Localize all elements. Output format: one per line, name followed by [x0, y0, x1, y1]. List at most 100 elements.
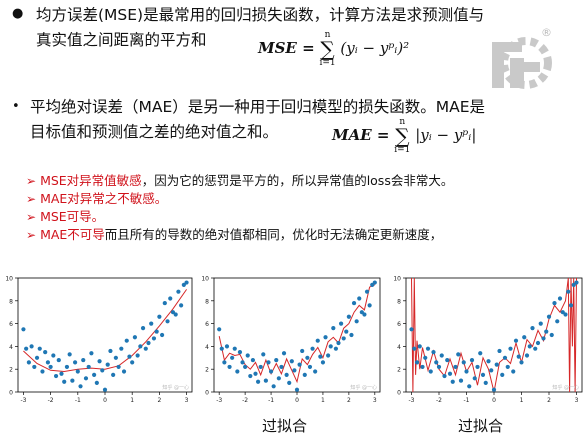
- data-point: [162, 300, 167, 306]
- data-point: [56, 357, 61, 363]
- data-point: [227, 364, 232, 370]
- data-point: [230, 355, 235, 360]
- data-point: [574, 280, 579, 285]
- note-item: ➢ MAE对异常之不敏感。: [26, 190, 453, 208]
- data-point: [300, 348, 305, 354]
- chart-underfit: 0 2 4 6 8 10 -3 -2 -1 0 1 2 3 知乎 @一心: [5, 276, 193, 404]
- sum-lower: i=1: [319, 58, 336, 68]
- data-point: [266, 360, 271, 365]
- data-point: [232, 346, 237, 351]
- data-point: [555, 319, 560, 324]
- data-point: [439, 353, 444, 358]
- data-point: [456, 352, 461, 357]
- data-point: [24, 346, 29, 351]
- data-point: [489, 368, 494, 373]
- data-point: [258, 364, 263, 370]
- x-tick-label: -1: [464, 397, 470, 404]
- x-tick-label: 0: [492, 397, 496, 404]
- data-point: [362, 312, 367, 317]
- sum-upper: n: [324, 30, 331, 40]
- plot-frame: [405, 277, 583, 393]
- mse-formula: MSE = n ∑ i=1 (yᵢ − yᵖᵢ)²: [258, 30, 409, 68]
- arrow-icon: ➢: [26, 192, 37, 206]
- data-point: [113, 355, 118, 360]
- x-tick-label: 1: [520, 397, 524, 404]
- data-point: [100, 368, 105, 373]
- x-tick-label: 3: [185, 397, 189, 404]
- data-point: [546, 314, 552, 319]
- data-point: [464, 369, 469, 374]
- x-tick-label: -2: [436, 397, 442, 404]
- data-point: [478, 351, 483, 356]
- x-tick-label: 1: [130, 397, 134, 404]
- data-point: [508, 346, 513, 351]
- data-point: [333, 346, 339, 351]
- y-tick-label: 0: [9, 390, 13, 397]
- data-point: [253, 371, 258, 376]
- data-point: [111, 372, 116, 377]
- y-tick-label: 10: [201, 276, 209, 283]
- data-point: [320, 360, 326, 365]
- logo-icon: [492, 37, 552, 89]
- data-point: [75, 369, 80, 374]
- data-point: [72, 360, 78, 365]
- data-point: [566, 289, 571, 294]
- arrow-icon: ➢: [26, 228, 37, 242]
- data-point: [445, 357, 450, 363]
- data-point: [40, 369, 45, 374]
- data-point: [544, 329, 549, 334]
- data-point: [475, 364, 480, 370]
- data-point: [279, 364, 284, 370]
- data-point: [121, 369, 127, 374]
- note-item: ➢ MSE对异常值敏感，因为它的惩罚是平方的，所以异常值的loss会非常大。: [26, 172, 453, 190]
- data-point: [217, 327, 222, 332]
- x-tick-label: 3: [575, 397, 579, 404]
- data-point: [557, 296, 563, 301]
- y-tick-label: 8: [205, 298, 209, 305]
- arrow-icon: ➢: [26, 210, 37, 224]
- x-tick-label: -1: [75, 397, 81, 404]
- data-point: [32, 364, 37, 370]
- caption-middle: 过拟合: [262, 417, 308, 435]
- data-point: [102, 387, 108, 392]
- data-point: [59, 371, 64, 376]
- data-point: [294, 387, 300, 392]
- data-point: [318, 354, 323, 359]
- data-point: [527, 344, 532, 349]
- formula-body: |yᵢ − yᵖᵢ|: [415, 126, 477, 144]
- formula-lhs: MSE =: [258, 39, 315, 57]
- data-point: [51, 353, 56, 358]
- paragraph-line: 真实值之间距离的平方和: [36, 31, 207, 49]
- data-point: [349, 332, 354, 338]
- data-point: [417, 344, 422, 349]
- data-point: [326, 353, 331, 358]
- data-point: [89, 351, 94, 356]
- watermark: 知乎 @一心: [162, 384, 189, 391]
- fit-line: [23, 289, 188, 373]
- data-point: [243, 364, 248, 370]
- note-red: MSE可导。: [40, 209, 105, 224]
- y-tick-label: 8: [397, 298, 401, 305]
- x-tick-label: 2: [347, 397, 351, 404]
- sum-lower: i=1: [394, 145, 411, 155]
- data-point: [486, 359, 491, 364]
- data-point: [568, 303, 574, 308]
- y-tick-label: 2: [397, 367, 401, 374]
- data-point: [62, 379, 67, 384]
- sum-upper: n: [399, 117, 406, 127]
- data-point: [357, 296, 362, 301]
- note-text: 而且所有的导数的绝对值都相同，优化时无法确定更新速度，: [104, 227, 443, 242]
- sum-symbol: n ∑ i=1: [394, 117, 411, 155]
- data-point: [431, 350, 436, 355]
- data-point: [119, 346, 124, 351]
- paragraph-line: 目标值和预测值之差的绝对值之和。: [30, 123, 279, 141]
- data-point: [224, 344, 230, 349]
- data-point: [151, 336, 157, 341]
- data-point: [336, 340, 341, 346]
- paragraph-mae: 平均绝对误差（MAE）是另一种用于回归模型的损失函数。MAE是 目标值和预测值之…: [30, 95, 485, 145]
- y-tick-label: 4: [397, 344, 401, 351]
- data-point: [240, 360, 245, 365]
- data-point: [469, 357, 475, 363]
- data-point: [67, 352, 72, 357]
- x-tick-label: 2: [547, 397, 551, 404]
